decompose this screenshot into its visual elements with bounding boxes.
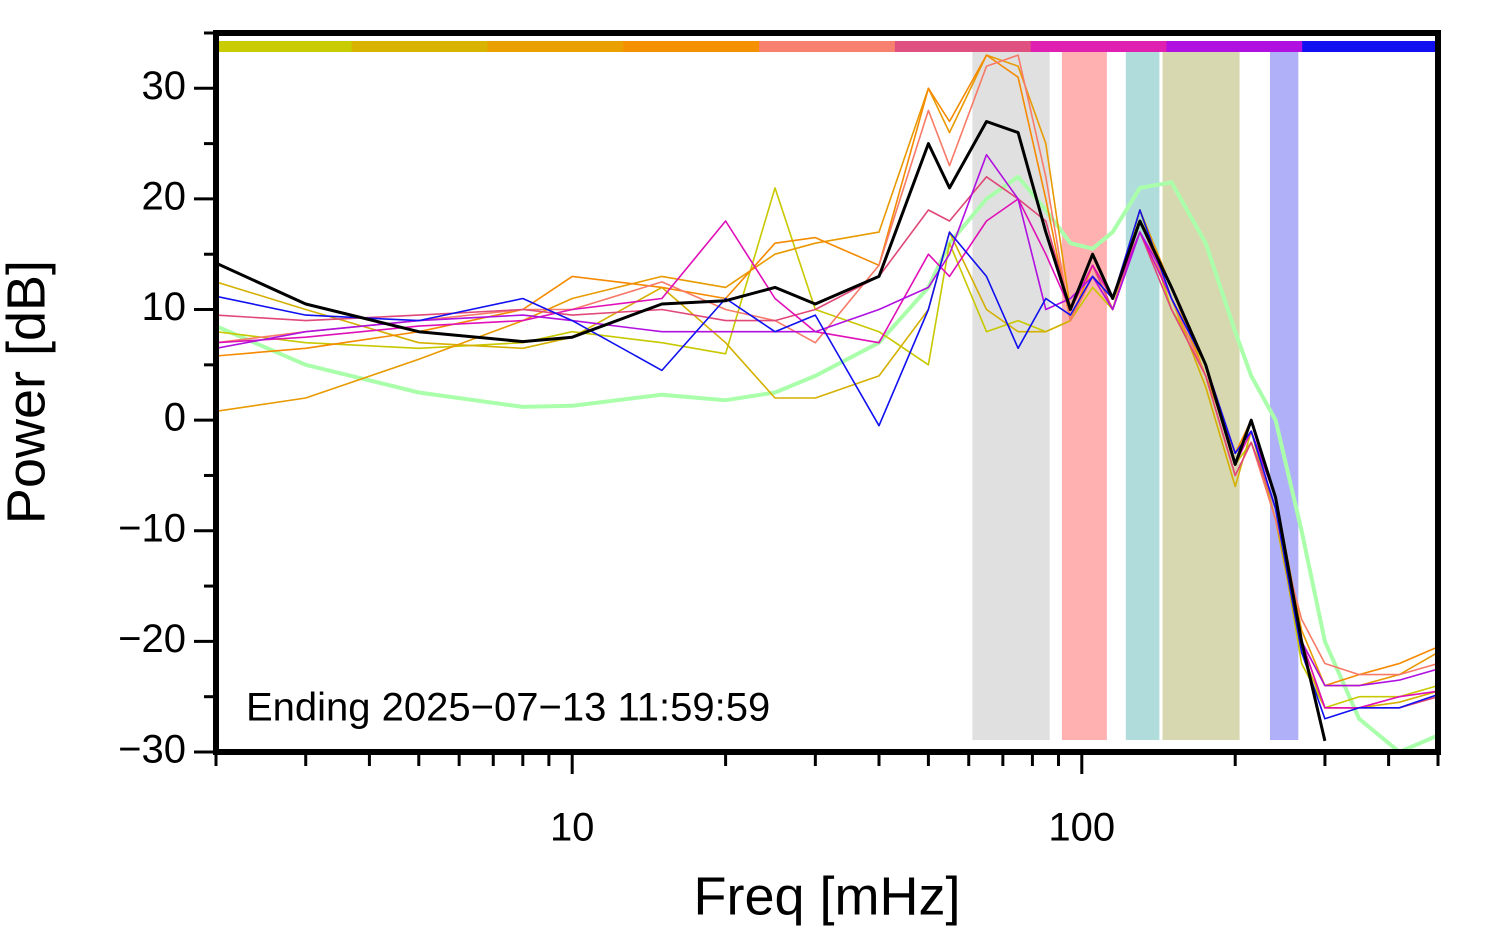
color-bar-segment <box>216 41 353 52</box>
x-axis-title: Freq [mHz] <box>693 866 960 926</box>
color-bar-segment <box>1166 41 1303 52</box>
series-line <box>216 187 1438 709</box>
annotation: Ending 2025−07−13 11:59:59 <box>246 686 770 730</box>
y-tick-label: −20 <box>118 617 186 661</box>
x-tick-label: 100 <box>1048 806 1115 850</box>
y-tick-label: −30 <box>118 728 186 772</box>
bands <box>216 41 1439 740</box>
color-bar-segment <box>894 41 1032 52</box>
color-bar-segment <box>351 41 489 52</box>
series-line <box>216 174 1438 752</box>
plot-frame <box>213 30 1441 755</box>
y-tick-label: −10 <box>118 506 186 550</box>
lines <box>216 54 1438 752</box>
band <box>1061 52 1107 740</box>
color-bar-segment <box>623 41 760 52</box>
y-tick-label: 30 <box>142 64 187 108</box>
color-bar-segment <box>1302 41 1439 52</box>
series-line <box>216 120 1327 742</box>
y-tick-label: 20 <box>142 174 187 218</box>
series-line <box>216 54 1438 676</box>
axes: −30 −20 −10 0 10 20 30 10 100 <box>118 30 1441 850</box>
band <box>1125 52 1160 740</box>
color-bar-segment <box>487 41 624 52</box>
color-bar-segment <box>1030 41 1167 52</box>
y-axis-title: Power [dB] <box>0 260 56 524</box>
x-tick-label: 10 <box>550 806 595 850</box>
band <box>1162 52 1240 740</box>
y-tick-label: 10 <box>142 285 187 329</box>
series-line <box>216 209 1438 720</box>
series-line <box>216 153 1438 687</box>
band <box>1269 52 1299 740</box>
y-tick-label: 0 <box>164 396 186 440</box>
series-line <box>216 231 1438 709</box>
band <box>972 52 1050 740</box>
color-bar-segment <box>759 41 896 52</box>
